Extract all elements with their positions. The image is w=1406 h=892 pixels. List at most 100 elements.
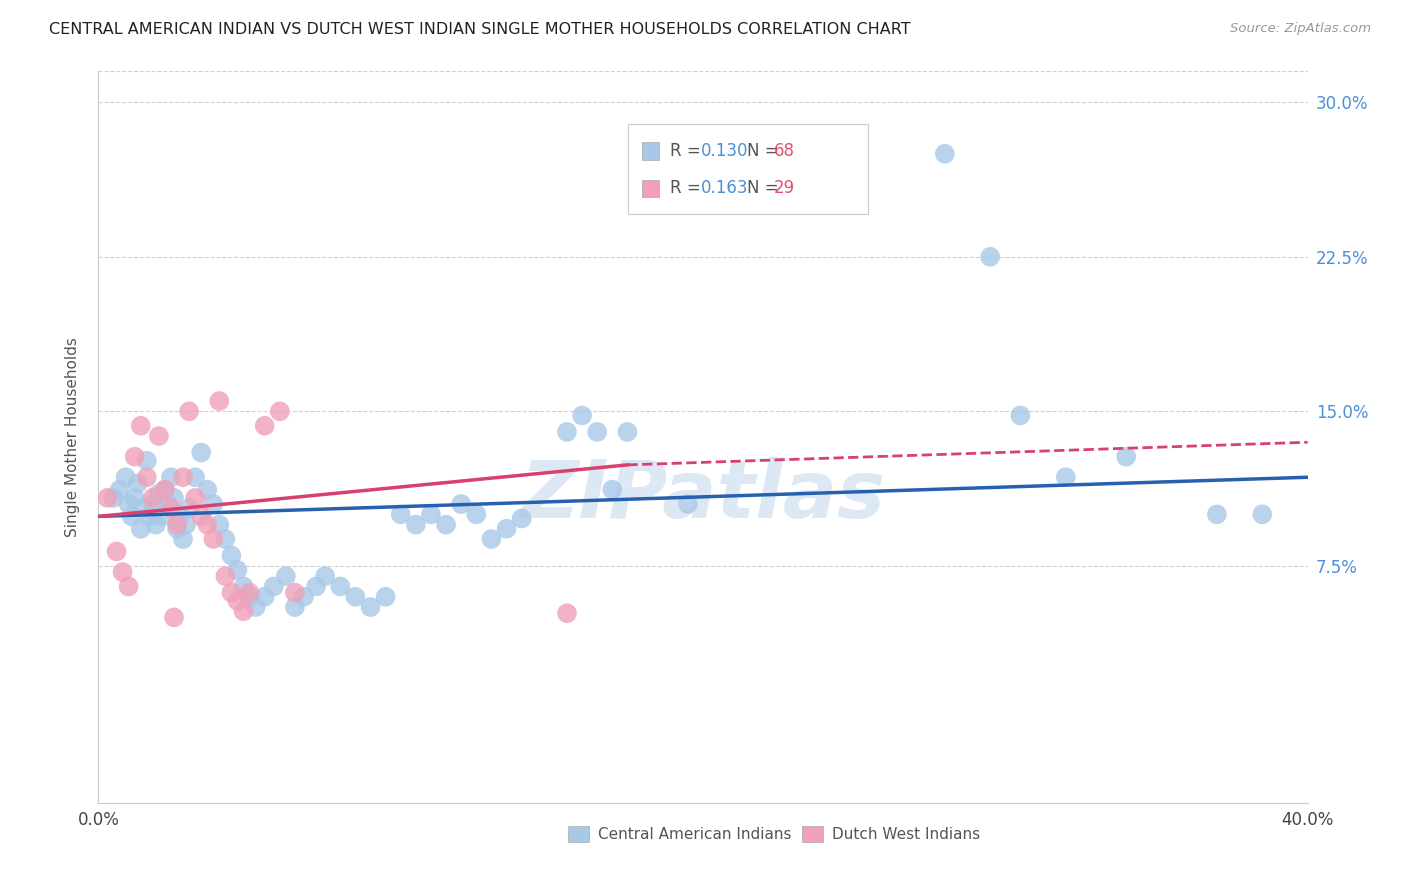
Point xyxy=(166,517,188,532)
Point xyxy=(555,606,578,620)
Point xyxy=(124,450,146,464)
Text: 68: 68 xyxy=(775,142,796,160)
Point xyxy=(481,532,503,546)
Point xyxy=(214,569,236,583)
Point xyxy=(208,517,231,532)
Point xyxy=(1054,470,1077,484)
Point xyxy=(979,250,1001,264)
Point xyxy=(153,483,176,497)
Point xyxy=(226,594,249,608)
Point xyxy=(405,517,427,532)
Point xyxy=(284,585,307,599)
Point xyxy=(232,579,254,593)
Text: 0.163: 0.163 xyxy=(702,179,748,197)
Point xyxy=(245,600,267,615)
Text: Source: ZipAtlas.com: Source: ZipAtlas.com xyxy=(1230,22,1371,36)
Point xyxy=(202,497,225,511)
Text: N =: N = xyxy=(748,142,785,160)
Point xyxy=(142,497,165,511)
Point xyxy=(374,590,396,604)
Point xyxy=(148,429,170,443)
Point xyxy=(118,579,141,593)
Point xyxy=(510,511,533,525)
Point xyxy=(1115,450,1137,464)
Point xyxy=(105,544,128,558)
Point xyxy=(103,491,125,505)
Point xyxy=(142,491,165,505)
Point xyxy=(184,491,207,505)
Y-axis label: Single Mother Households: Single Mother Households xyxy=(65,337,80,537)
Point xyxy=(108,483,131,497)
Point xyxy=(163,610,186,624)
Text: N =: N = xyxy=(748,179,785,197)
Point xyxy=(166,522,188,536)
Point xyxy=(214,532,236,546)
Point xyxy=(172,470,194,484)
Point xyxy=(195,517,218,532)
Point xyxy=(174,517,197,532)
Point xyxy=(360,600,382,615)
Point xyxy=(172,532,194,546)
Point xyxy=(934,146,956,161)
Point xyxy=(129,522,152,536)
Point xyxy=(202,532,225,546)
Point xyxy=(239,590,262,604)
Point xyxy=(114,470,136,484)
Point xyxy=(139,509,162,524)
Point xyxy=(1206,508,1229,522)
Point xyxy=(555,425,578,439)
Text: 29: 29 xyxy=(775,179,796,197)
Point xyxy=(434,517,457,532)
Point xyxy=(169,509,191,524)
Point xyxy=(571,409,593,423)
Point xyxy=(132,501,155,516)
Point xyxy=(190,509,212,524)
Point xyxy=(284,600,307,615)
Point xyxy=(253,418,276,433)
Point xyxy=(226,563,249,577)
Point xyxy=(179,501,201,516)
Point xyxy=(160,470,183,484)
Point xyxy=(184,470,207,484)
Point xyxy=(239,585,262,599)
Point xyxy=(253,590,276,604)
Point xyxy=(145,517,167,532)
Point xyxy=(195,483,218,497)
Text: CENTRAL AMERICAN INDIAN VS DUTCH WEST INDIAN SINGLE MOTHER HOUSEHOLDS CORRELATIO: CENTRAL AMERICAN INDIAN VS DUTCH WEST IN… xyxy=(49,22,911,37)
Point xyxy=(153,483,176,497)
Point xyxy=(96,491,118,505)
Point xyxy=(274,569,297,583)
Point xyxy=(121,509,143,524)
Point xyxy=(495,522,517,536)
Point xyxy=(329,579,352,593)
Point xyxy=(148,487,170,501)
Text: Dutch West Indians: Dutch West Indians xyxy=(832,827,980,841)
Point xyxy=(127,476,149,491)
Point xyxy=(263,579,285,593)
Point xyxy=(465,508,488,522)
Point xyxy=(221,549,243,563)
Point xyxy=(179,404,201,418)
Point xyxy=(163,491,186,505)
Point xyxy=(314,569,336,583)
Text: R =: R = xyxy=(671,142,706,160)
Point xyxy=(616,425,638,439)
Point xyxy=(450,497,472,511)
Point xyxy=(389,508,412,522)
Point xyxy=(269,404,291,418)
Point xyxy=(676,497,699,511)
Point xyxy=(221,585,243,599)
Point xyxy=(602,483,624,497)
Point xyxy=(160,501,183,516)
Point xyxy=(1251,508,1274,522)
Point xyxy=(232,604,254,618)
Point xyxy=(305,579,328,593)
Text: ZIPatlas: ZIPatlas xyxy=(520,457,886,534)
Point xyxy=(135,470,157,484)
Point xyxy=(190,445,212,459)
Point xyxy=(344,590,367,604)
Point xyxy=(586,425,609,439)
Point xyxy=(135,454,157,468)
Point xyxy=(124,491,146,505)
Point xyxy=(208,394,231,409)
